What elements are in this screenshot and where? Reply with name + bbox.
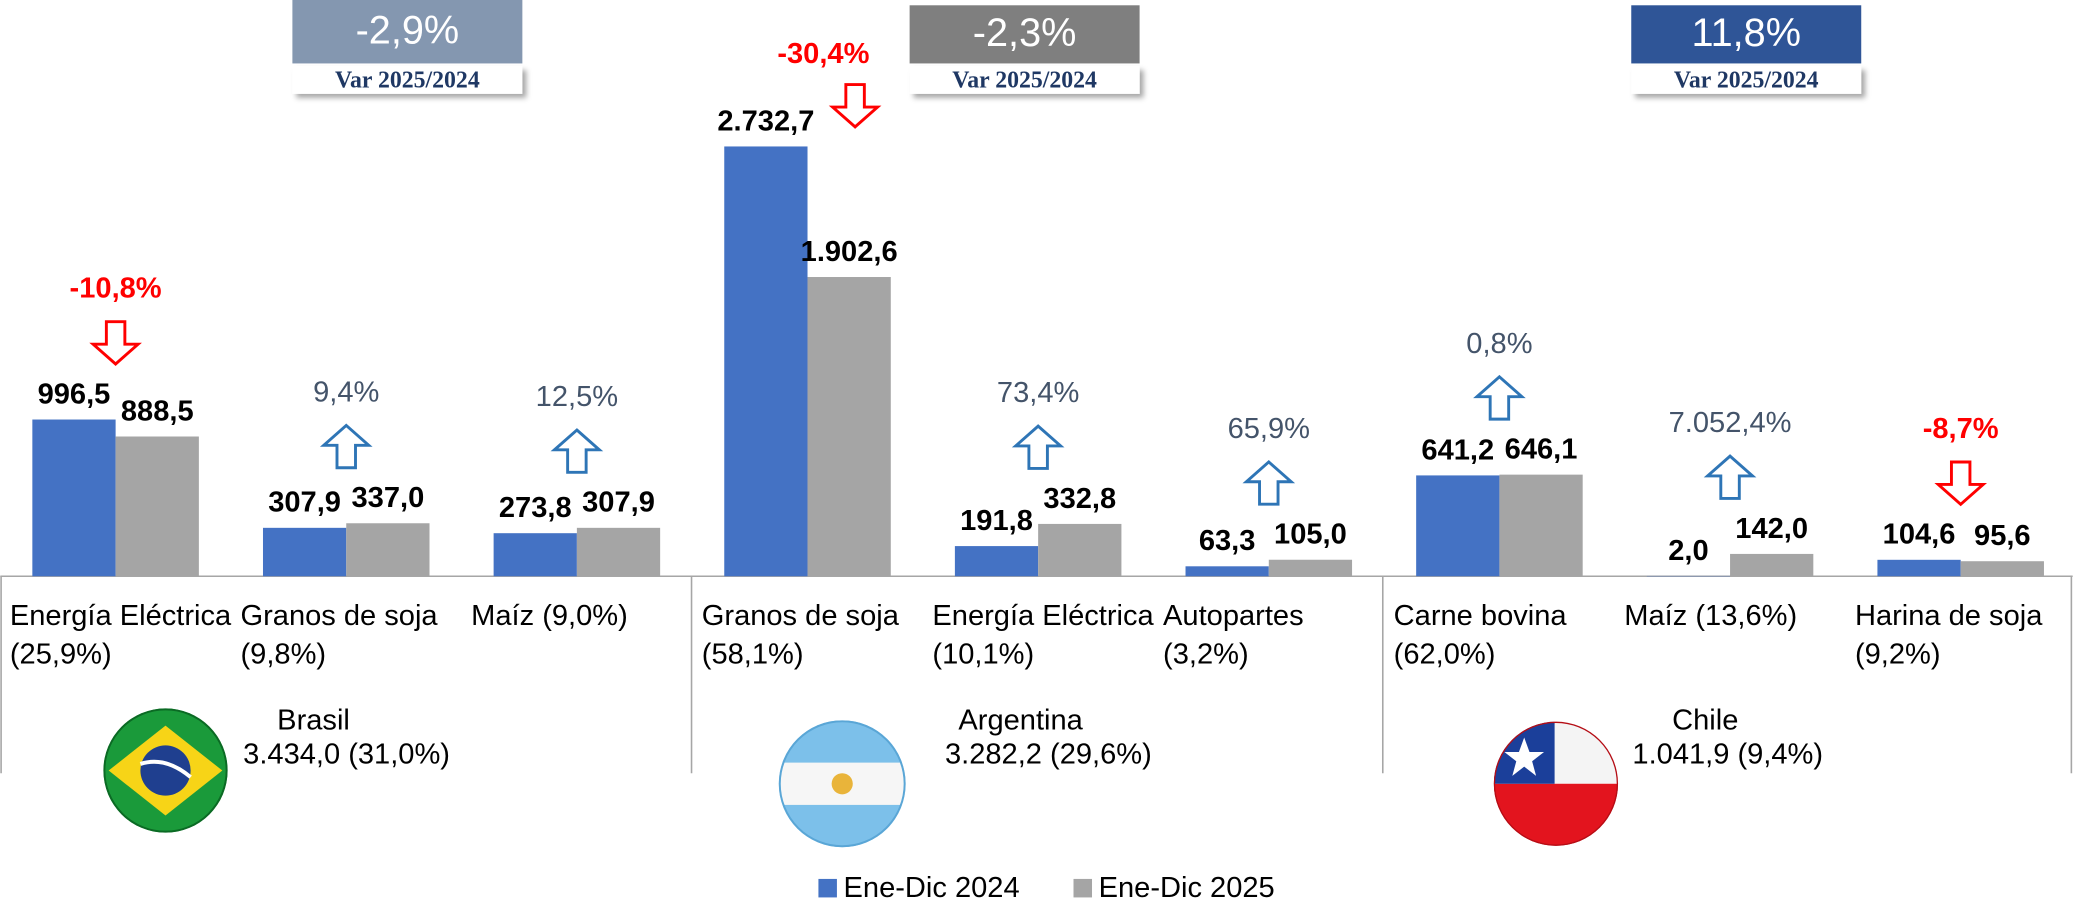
legend-label: Ene-Dic 2025 <box>1099 872 1275 904</box>
value-label: 63,3 <box>1199 525 1256 557</box>
flag-chile <box>1493 721 1619 846</box>
bar <box>807 277 891 577</box>
value-label: 996,5 <box>38 378 111 410</box>
variation-box <box>909 5 1140 64</box>
bar <box>576 527 661 577</box>
value-label: 646,1 <box>1505 434 1578 466</box>
change-arrow <box>1011 424 1065 470</box>
value-label: 191,8 <box>960 505 1033 537</box>
bar <box>1038 523 1122 577</box>
bar <box>493 533 577 577</box>
change-label: -30,4% <box>777 38 869 70</box>
value-label: 307,9 <box>268 487 341 519</box>
value-label: 1.902,6 <box>801 236 898 268</box>
country-summary: 3.434,0 (31,0%) <box>243 739 450 771</box>
change-label: -10,8% <box>70 273 162 305</box>
bar <box>724 146 808 577</box>
value-label: 105,0 <box>1274 519 1347 551</box>
change-arrow <box>828 83 882 129</box>
value-label: 307,9 <box>582 487 655 519</box>
variation-value: 11,8% <box>1692 11 1801 55</box>
change-arrow <box>1473 374 1526 421</box>
change-label: 9,4% <box>313 376 379 408</box>
country-name: Argentina <box>958 704 1083 736</box>
category-label: Granos de soja (58,1%) <box>702 600 900 670</box>
legend-swatch <box>818 878 837 898</box>
change-arrow <box>1934 460 1988 507</box>
value-label: 142,0 <box>1735 513 1808 545</box>
change-arrow <box>319 423 373 470</box>
value-label: 2,0 <box>1668 535 1708 567</box>
value-label: 641,2 <box>1421 434 1494 466</box>
country-name: Chile <box>1672 704 1738 736</box>
change-label: 65,9% <box>1228 413 1310 445</box>
category-label: Carne bovina (62,0%) <box>1394 600 1568 670</box>
variation-caption-box <box>292 66 523 94</box>
value-label: 332,8 <box>1043 483 1116 515</box>
country-summary: 1.041,9 (9,4%) <box>1632 739 1823 771</box>
variation-caption: Var 2025/2024 <box>952 67 1097 93</box>
country-summary: 3.282,2 (29,6%) <box>945 739 1152 771</box>
variation-box <box>1631 5 1862 64</box>
variation-caption: Var 2025/2024 <box>335 67 480 93</box>
variation-value: -2,9% <box>356 9 460 53</box>
variation-caption-box <box>909 66 1140 94</box>
category-label: Harina de soja (9,2%) <box>1855 600 2043 670</box>
legend-label: Ene-Dic 2024 <box>844 872 1020 904</box>
value-label: 95,6 <box>1974 520 2031 552</box>
variation-box <box>292 0 523 64</box>
variation-caption-box <box>1631 66 1862 94</box>
category-label: Energía Eléctrica (25,9%) <box>10 600 232 670</box>
category-label: Maíz (9,0%) <box>471 600 628 632</box>
change-label: 12,5% <box>536 381 618 413</box>
value-label: 104,6 <box>1883 519 1956 551</box>
flag-brasil <box>103 708 228 833</box>
bar <box>1185 566 1269 577</box>
change-arrow <box>550 428 604 474</box>
bar <box>115 436 199 577</box>
bar <box>346 523 430 577</box>
value-label: 273,8 <box>499 492 572 524</box>
category-label: Energía Eléctrica (10,1%) <box>932 600 1154 670</box>
bar <box>1416 475 1500 577</box>
category-label: Granos de soja (9,8%) <box>241 600 439 670</box>
category-label: Maíz (13,6%) <box>1624 600 1797 632</box>
bar <box>1960 561 2044 577</box>
change-arrow <box>89 320 142 366</box>
bar <box>1499 474 1583 577</box>
variation-value: -2,3% <box>973 11 1077 55</box>
change-arrow <box>1703 454 1757 500</box>
value-label: 337,0 <box>352 482 425 514</box>
change-label: 7.052,4% <box>1669 407 1792 439</box>
bar <box>32 419 116 577</box>
value-label: 2.732,7 <box>717 105 814 137</box>
bar <box>954 546 1039 577</box>
country-name: Brasil <box>277 704 350 736</box>
bar <box>262 527 347 577</box>
bar <box>1730 553 1814 577</box>
bar <box>1877 559 1961 577</box>
legend-swatch <box>1073 878 1093 898</box>
change-arrow <box>1242 459 1296 506</box>
change-label: 0,8% <box>1466 328 1532 360</box>
flag-argentina <box>778 720 906 848</box>
variation-caption: Var 2025/2024 <box>1674 67 1819 93</box>
value-label: 888,5 <box>121 395 194 427</box>
bar <box>1268 559 1353 577</box>
category-label: Autopartes (3,2%) <box>1163 600 1304 670</box>
change-label: -8,7% <box>1923 413 1999 445</box>
change-label: 73,4% <box>997 377 1079 409</box>
